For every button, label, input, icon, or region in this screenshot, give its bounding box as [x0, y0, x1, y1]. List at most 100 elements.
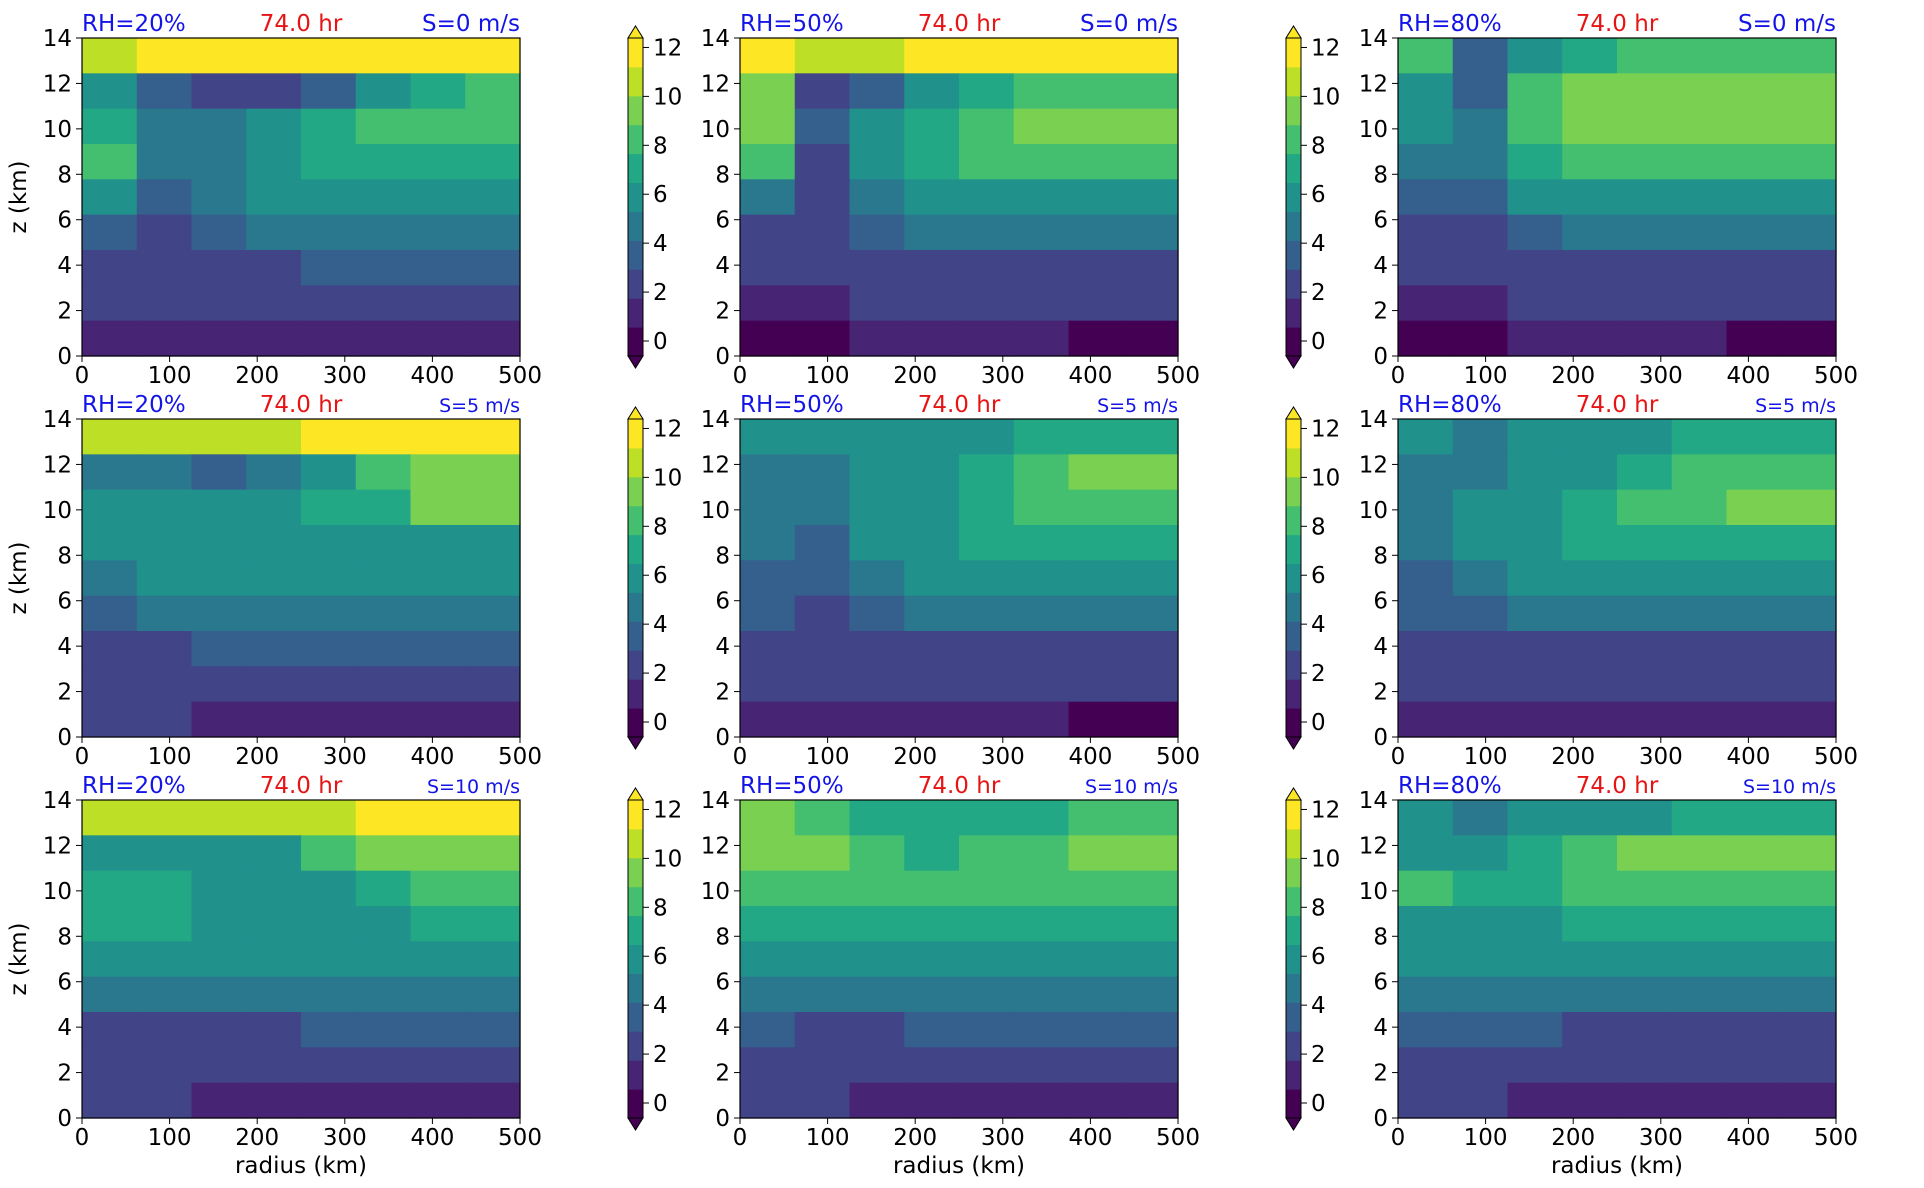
heatmap-cell: [355, 250, 412, 286]
heatmap-cell: [410, 214, 466, 251]
heatmap-cell: [1617, 179, 1673, 216]
heatmap-cell: [82, 320, 138, 357]
heatmap-cell: [1068, 906, 1124, 942]
heatmap-cell: [410, 525, 466, 561]
y-tick-label: 8: [715, 924, 730, 950]
y-tick-label: 6: [57, 970, 72, 996]
heatmap-cell: [1562, 870, 1618, 907]
heatmap-cell: [410, 976, 466, 1013]
colorbar-band: [628, 182, 643, 212]
heatmap-cell: [1562, 320, 1618, 357]
heatmap-cell: [1781, 560, 1837, 597]
heatmap-cell: [1726, 560, 1782, 597]
heatmap-cell: [904, 1012, 960, 1048]
y-tick-label: 8: [1373, 543, 1388, 569]
heatmap-cell: [904, 560, 960, 597]
colorbar-band: [1286, 95, 1301, 126]
heatmap-cell: [1562, 489, 1618, 526]
heatmap-cell: [1671, 560, 1728, 597]
heatmap-cell: [355, 454, 412, 491]
heatmap-cell: [1507, 144, 1563, 180]
colorbar-tick-label: 12: [653, 35, 682, 61]
heatmap-cell: [1781, 108, 1837, 145]
x-tick-label: 100: [148, 744, 192, 770]
heatmap-cell: [246, 250, 302, 286]
panel: 0 100 200 300 400 500 0 2 4 6 8 10 12 14 RH=80% 74.0 hr…: [1359, 773, 1858, 1179]
colorbar-band: [628, 857, 643, 888]
heatmap-cell: [1671, 144, 1728, 180]
y-tick-label: 0: [57, 725, 72, 751]
heatmap-cell: [959, 595, 1015, 632]
heatmap-cell: [794, 835, 851, 872]
heatmap-cell: [959, 870, 1015, 907]
heatmap-cell: [82, 38, 138, 74]
heatmap-cell: [1726, 835, 1782, 872]
heatmap-cell: [849, 560, 905, 597]
heatmap-cell: [82, 489, 138, 526]
time-label: 74.0 hr: [1576, 773, 1659, 799]
heatmap-cell: [740, 595, 796, 632]
colorbar-band: [1286, 828, 1301, 859]
heatmap-cell: [82, 1082, 138, 1119]
heatmap-cell: [959, 419, 1015, 455]
heatmap-cell: [959, 454, 1015, 491]
heatmap-cells: [1398, 38, 1837, 357]
x-tick-label: 200: [1551, 363, 1595, 389]
heatmap-cell: [959, 144, 1015, 180]
heatmap-cell: [191, 976, 247, 1013]
y-tick-label: 14: [1359, 26, 1388, 52]
heatmap-cell: [904, 525, 960, 561]
colorbar-max-extend: [627, 787, 644, 801]
heatmap-cell: [1507, 419, 1563, 455]
heatmap-cell: [1452, 419, 1509, 455]
heatmap-cell: [794, 666, 851, 703]
heatmap-cell: [246, 560, 302, 597]
heatmap-cell: [301, 1012, 357, 1048]
heatmap-cell: [1068, 595, 1124, 632]
heatmap-cell: [410, 800, 466, 836]
heatmap-cell: [794, 454, 851, 491]
heatmap-cell: [355, 906, 412, 942]
heatmap-cell: [1123, 906, 1179, 942]
heatmap-cell: [1671, 870, 1728, 907]
colorbar-tick-label: 2: [1311, 1042, 1326, 1068]
colorbar-frame: [627, 37, 644, 357]
y-tick-label: 2: [715, 680, 730, 706]
y-tick-label: 2: [57, 299, 72, 325]
heatmap-cell: [301, 701, 357, 738]
heatmap-cell: [82, 285, 138, 322]
heatmap-cell: [1398, 835, 1454, 872]
heatmap-cell: [1671, 108, 1728, 145]
time-label: 74.0 hr: [260, 11, 343, 37]
colorbar-tick-label: 4: [653, 612, 668, 638]
heatmap-cell: [849, 976, 905, 1013]
heatmap-cell: [1617, 631, 1673, 667]
x-tick-label: 200: [1551, 1125, 1595, 1151]
colorbar-band: [628, 298, 643, 328]
heatmap-cell: [82, 214, 138, 251]
heatmap-cell: [410, 595, 466, 632]
heatmap-cell: [1617, 285, 1673, 322]
x-tick-label: 100: [1464, 363, 1508, 389]
heatmap-cell: [740, 108, 796, 145]
heatmap-cell: [740, 144, 796, 180]
heatmap-cell: [740, 701, 796, 738]
heatmap-cell: [904, 870, 960, 907]
x-tick-label: 0: [75, 363, 90, 389]
heatmap-cell: [1507, 525, 1563, 561]
heatmap-cell: [1507, 870, 1563, 907]
heatmap-cell: [1562, 73, 1618, 110]
heatmap-cell: [82, 1047, 138, 1084]
heatmap-cell: [1452, 285, 1509, 322]
heatmap-cell: [465, 800, 521, 836]
heatmap-cell: [301, 631, 357, 667]
x-tick-label: 0: [733, 1125, 748, 1151]
colorbar-band: [628, 800, 643, 830]
heatmap-cell: [1013, 800, 1070, 836]
heatmap-cell: [82, 976, 138, 1013]
heatmap-cell: [1781, 144, 1837, 180]
heatmap-cell: [1671, 179, 1728, 216]
heatmap-cell: [1617, 38, 1673, 74]
heatmap-cell: [740, 666, 796, 703]
